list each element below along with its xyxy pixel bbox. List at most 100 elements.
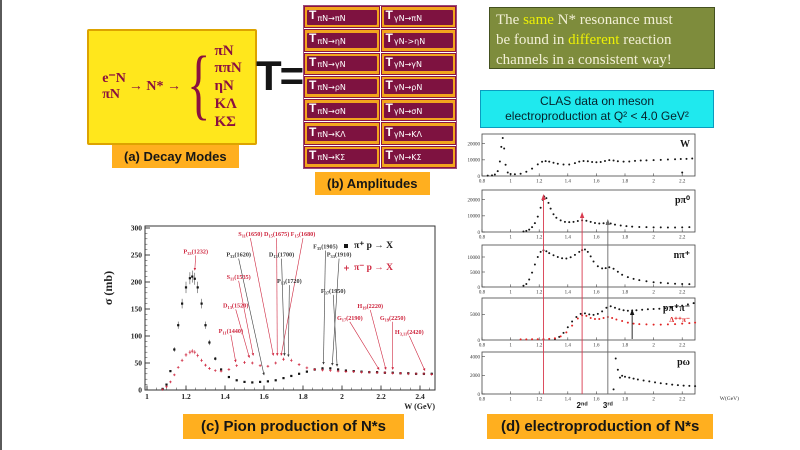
decay-product: KΛ — [214, 95, 237, 112]
svg-text:pω: pω — [677, 357, 690, 368]
svg-text:2nd: 2nd — [577, 401, 588, 410]
svg-text:S11(1535): S11(1535) — [227, 274, 251, 282]
t-equals-symbol: T= — [256, 52, 304, 99]
amplitude-T: T — [385, 8, 393, 23]
svg-text:20000: 20000 — [468, 198, 481, 203]
svg-text:2: 2 — [652, 344, 655, 349]
svg-text:50: 50 — [135, 359, 143, 368]
clas-note-line2: electroproduction at Q² < 4.0 GeV² — [505, 109, 689, 123]
svg-text:10000: 10000 — [468, 159, 481, 164]
svg-text:100: 100 — [131, 332, 143, 341]
svg-text:1.6: 1.6 — [593, 236, 600, 241]
amplitude-T: T — [309, 77, 317, 92]
svg-text:0: 0 — [478, 286, 481, 291]
pion-production-chart: 1 1.2 1.4 1.6 1.8 2 2.2 2.4 0 50 100 150 200 250 300 σ … — [101, 224, 436, 411]
claim-box: The same N* resonance must be found in di… — [489, 7, 715, 69]
amplitude-T: T — [385, 147, 393, 162]
amplitude-channel: πN→KΛ — [317, 130, 346, 140]
svg-text:pπ⁰: pπ⁰ — [675, 195, 690, 206]
svg-text:250: 250 — [131, 251, 143, 260]
amplitude-T: T — [309, 101, 317, 116]
svg-text:0: 0 — [478, 175, 481, 180]
svg-text:1.4: 1.4 — [565, 180, 572, 185]
svg-text:0: 0 — [478, 231, 481, 236]
svg-text:1.4: 1.4 — [565, 344, 572, 349]
svg-text:nπ⁺: nπ⁺ — [674, 250, 690, 261]
amplitude-channel: γN→πN — [393, 13, 423, 23]
svg-text:2.4: 2.4 — [415, 392, 425, 401]
svg-text:0.8: 0.8 — [479, 236, 486, 241]
svg-text:1.6: 1.6 — [593, 398, 600, 403]
svg-text:0.8: 0.8 — [479, 398, 486, 403]
svg-text:σ (mb): σ (mb) — [101, 271, 115, 305]
svg-text:W(GeV): W(GeV) — [720, 395, 739, 402]
svg-text:4000: 4000 — [470, 355, 481, 360]
svg-text:W: W — [680, 139, 690, 150]
svg-text:P33(1910): P33(1910) — [327, 252, 352, 260]
decay-product: ηN — [214, 78, 234, 95]
svg-text:2.2: 2.2 — [679, 291, 686, 296]
svg-text:1.6: 1.6 — [593, 344, 600, 349]
svg-text:1.8: 1.8 — [622, 398, 629, 403]
svg-text:H3,11(2420): H3,11(2420) — [395, 329, 424, 337]
claim-line: The same N* resonance must — [496, 12, 673, 28]
svg-text:1.8: 1.8 — [298, 392, 308, 401]
clas-note-line1: CLAS data on meson — [539, 94, 655, 108]
svg-text:1.2: 1.2 — [181, 392, 191, 401]
svg-text:5000: 5000 — [470, 271, 481, 276]
svg-text:Δ⁺⁺π⁻: Δ⁺⁺π⁻ — [669, 315, 690, 324]
svg-text:300: 300 — [131, 224, 143, 233]
amplitude-channel: πN→ηN — [317, 36, 346, 46]
svg-text:2: 2 — [340, 392, 344, 401]
amplitude-channel: γN→KΣ — [393, 153, 422, 163]
svg-text:1.8: 1.8 — [622, 180, 629, 185]
amplitude-T: T — [385, 101, 393, 116]
amplitude-channel: πN→πN — [317, 13, 346, 23]
amplitude-channel: γN→ρN — [393, 83, 423, 93]
svg-text:P11(1440): P11(1440) — [219, 328, 243, 336]
svg-text:1.6: 1.6 — [593, 180, 600, 185]
pion-production-caption: (c) Pion production of N*s — [183, 414, 404, 439]
svg-text:pπ⁺π⁻: pπ⁺π⁻ — [663, 303, 690, 314]
amplitude-T: T — [309, 54, 317, 69]
decay-product: ππN — [214, 60, 242, 77]
svg-text:P13(1720): P13(1720) — [277, 278, 302, 286]
svg-text:0: 0 — [478, 339, 481, 344]
svg-text:10000: 10000 — [468, 215, 481, 220]
svg-text:1: 1 — [509, 398, 512, 403]
svg-text:10000: 10000 — [468, 256, 481, 261]
svg-text:1: 1 — [509, 180, 512, 185]
amplitude-T: T — [385, 124, 393, 139]
svg-text:2.2: 2.2 — [376, 392, 386, 401]
svg-text:P33(1620): P33(1620) — [226, 252, 251, 260]
beam-pion: πN — [102, 87, 120, 102]
svg-text:1.4: 1.4 — [220, 392, 230, 401]
svg-text:1.8: 1.8 — [622, 344, 629, 349]
amplitude-channel: πN→γN — [317, 60, 346, 70]
svg-text:1.2: 1.2 — [536, 236, 543, 241]
svg-text:0.8: 0.8 — [479, 180, 486, 185]
svg-text:3rd: 3rd — [603, 401, 613, 410]
decay-modes-caption: (a) Decay Modes — [112, 145, 239, 168]
svg-text:0.8: 0.8 — [479, 344, 486, 349]
svg-text:D13(1520): D13(1520) — [223, 302, 248, 310]
amplitude-channel: πN→ρN — [317, 83, 346, 93]
svg-text:2: 2 — [652, 291, 655, 296]
svg-text:2: 2 — [652, 236, 655, 241]
amplitude-T: T — [385, 31, 393, 46]
amplitude-T: T — [309, 147, 317, 162]
amplitude-T: T — [309, 124, 317, 139]
svg-text:0: 0 — [478, 393, 481, 398]
svg-text:F15(1680): F15(1680) — [291, 231, 316, 239]
svg-text:2.2: 2.2 — [679, 236, 686, 241]
svg-text:1.6: 1.6 — [259, 392, 269, 401]
svg-text:2: 2 — [652, 180, 655, 185]
screen-edge — [0, 0, 2, 450]
amplitude-channel: γN->ηN — [393, 36, 426, 46]
svg-text:D13(1700): D13(1700) — [269, 252, 294, 260]
